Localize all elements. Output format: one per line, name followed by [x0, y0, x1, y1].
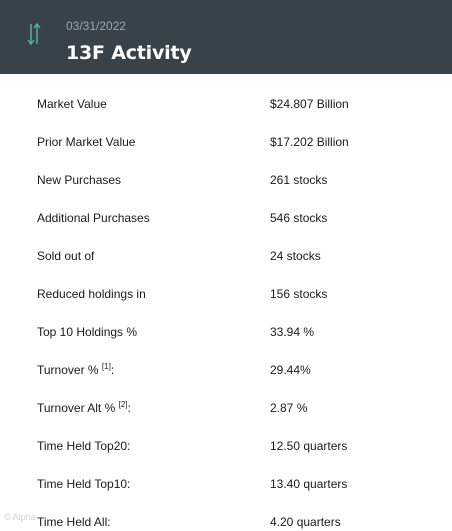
activity-header: 03/31/2022 13F Activity — [0, 0, 452, 74]
report-date: 03/31/2022 — [66, 19, 127, 33]
row-label: Reduced holdings in — [37, 287, 146, 301]
row-label: New Purchases — [37, 173, 122, 187]
row-label: Additional Purchases — [37, 211, 150, 225]
footnote-link[interactable]: [1] — [101, 362, 111, 371]
table-row: Turnover % [1]: 29.44% — [0, 351, 452, 389]
table-row: Turnover Alt % [2]: 2.87 % — [0, 389, 452, 427]
row-label: Time Held Top10: — [37, 477, 131, 491]
row-value: 29.44% — [270, 363, 311, 377]
row-value: $17.202 Billion — [270, 135, 349, 149]
table-row: Additional Purchases 546 stocks — [0, 199, 452, 237]
table-row: Time Held Top20: 12.50 quarters — [0, 427, 452, 465]
row-label-suffix: : — [110, 363, 115, 377]
row-value: $24.807 Billion — [270, 97, 349, 111]
row-label: Market Value — [37, 97, 107, 111]
table-row: New Purchases 261 stocks — [0, 161, 452, 199]
row-label-text: Turnover Alt % — [37, 401, 119, 415]
row-value: 4.20 quarters — [270, 515, 341, 529]
table-row: Reduced holdings in 156 stocks — [0, 275, 452, 313]
row-label: Prior Market Value — [37, 135, 136, 149]
row-label: Sold out of — [37, 249, 95, 263]
page-title: 13F Activity — [66, 42, 192, 64]
row-value: 261 stocks — [270, 173, 328, 187]
activity-table: Market Value $24.807 Billion Prior Marke… — [0, 85, 452, 531]
row-label: Top 10 Holdings % — [37, 325, 138, 339]
row-label-text: Turnover % — [37, 363, 102, 377]
row-label: Time Held Top20: — [37, 439, 131, 453]
table-row: Time Held Top10: 13.40 quarters — [0, 465, 452, 503]
row-value: 2.87 % — [270, 401, 308, 415]
row-value: 24 stocks — [270, 249, 321, 263]
row-value: 12.50 quarters — [270, 439, 348, 453]
table-row: Top 10 Holdings % 33.94 % — [0, 313, 452, 351]
table-row: Time Held All: 4.20 quarters — [0, 503, 452, 531]
table-row: Sold out of 24 stocks — [0, 237, 452, 275]
row-value: 13.40 quarters — [270, 477, 348, 491]
row-value: 33.94 % — [270, 325, 315, 339]
row-value: 156 stocks — [270, 287, 328, 301]
row-label-turnover: Turnover % [1]: — [37, 362, 115, 378]
table-row: Market Value $24.807 Billion — [0, 85, 452, 123]
row-label: Time Held All: — [37, 515, 111, 529]
vertical-arrows-icon — [27, 22, 41, 46]
row-label-turnover-alt: Turnover Alt % [2]: — [37, 400, 131, 416]
row-value: 546 stocks — [270, 211, 328, 225]
row-label-suffix: : — [127, 401, 131, 415]
table-row: Prior Market Value $17.202 Billion — [0, 123, 452, 161]
footnote-link[interactable]: [2] — [118, 400, 128, 409]
watermark: © Alpha — [4, 512, 36, 522]
